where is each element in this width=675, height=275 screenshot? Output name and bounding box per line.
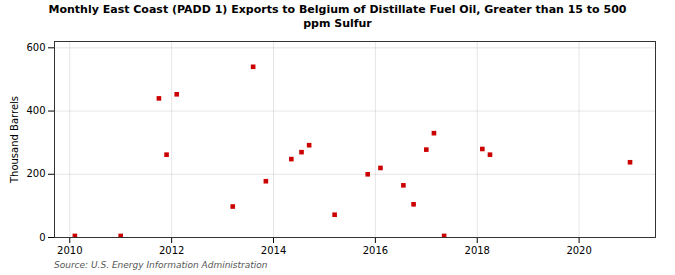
svg-text:400: 400 [26,105,45,116]
html-text:Source: U.S. Energy Informatio: Source: U.S. Energy Information Administ… [54,260,268,270]
svg-text:2010: 2010 [57,245,82,256]
svg-text:2016: 2016 [363,245,388,256]
svg-text:0: 0 [39,232,45,243]
html-text:Monthly East Coast (PADD 1) Ex: Monthly East Coast (PADD 1) Exports to B… [48,3,627,30]
svg-text:2020: 2020 [566,245,591,256]
svg-text:2018: 2018 [465,245,490,256]
svg-text:600: 600 [26,42,45,53]
svg-text:2014: 2014 [261,245,286,256]
svg-text:2012: 2012 [159,245,184,256]
svg-text:200: 200 [26,168,45,179]
svg-text:Thousand Barrels: Thousand Barrels [9,96,20,184]
